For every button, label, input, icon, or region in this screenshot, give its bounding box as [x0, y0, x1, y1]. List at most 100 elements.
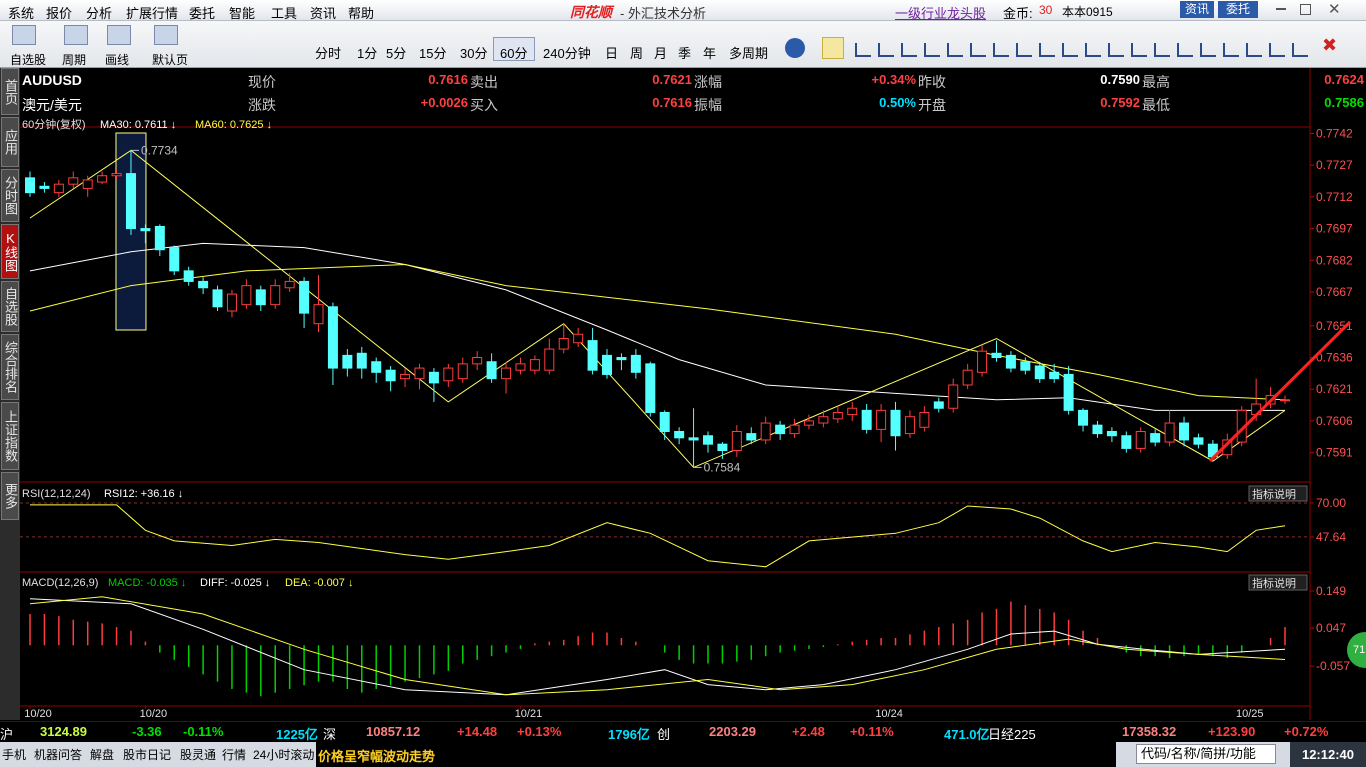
draw-tool-icon[interactable]: [924, 43, 940, 57]
draw-tool-icon[interactable]: [947, 43, 963, 57]
minimize-button[interactable]: [1276, 8, 1286, 10]
quote-label: 涨幅: [694, 74, 722, 90]
draw-tool-icon[interactable]: [1062, 43, 1078, 57]
draw-tool-icon[interactable]: [1016, 43, 1032, 57]
candle-body: [962, 369, 973, 386]
status-tab[interactable]: 24小时滚动: [253, 748, 315, 762]
period-button[interactable]: 30分: [460, 46, 488, 61]
tool-label[interactable]: 自选股: [10, 53, 47, 67]
menu-item[interactable]: 委托: [189, 6, 216, 21]
candle-body: [991, 352, 1002, 359]
candle-body: [789, 424, 800, 435]
period-button[interactable]: 月: [654, 46, 668, 61]
news-button[interactable]: 资讯: [1180, 1, 1214, 18]
tool-label[interactable]: 画线: [105, 53, 130, 67]
status-tab[interactable]: 股灵通: [180, 748, 217, 762]
menu-item[interactable]: 系统: [8, 6, 35, 21]
index-item: +0.13%: [517, 724, 562, 739]
y-tick-label: 0.7697: [1316, 222, 1353, 236]
draw-tool-icon[interactable]: [1246, 43, 1262, 57]
trade-button[interactable]: 委托: [1218, 1, 1258, 18]
draw-tool-icon[interactable]: [855, 43, 871, 57]
status-tab[interactable]: 行情: [222, 748, 247, 762]
candle-body: [717, 443, 728, 452]
user-name[interactable]: 本本0915: [1062, 5, 1113, 19]
delete-tool[interactable]: ✖: [1322, 35, 1338, 55]
tool-icon[interactable]: [64, 25, 88, 45]
period-button[interactable]: 分时: [315, 46, 342, 61]
menu-item[interactable]: 智能: [229, 6, 256, 21]
sidebar-tab[interactable]: 更多: [1, 472, 19, 520]
close-button[interactable]: ✕: [1328, 1, 1341, 18]
symbol: AUDUSD: [22, 72, 82, 88]
logo: 同花顺: [570, 4, 612, 20]
menu-item[interactable]: 帮助: [348, 6, 375, 21]
index-item: 日经225: [988, 727, 1036, 742]
draw-tool-icon[interactable]: [1154, 43, 1170, 57]
y-tick-label: 0.7742: [1316, 126, 1353, 140]
period-button[interactable]: 5分: [386, 46, 407, 61]
menu-item[interactable]: 工具: [271, 6, 298, 21]
draw-tool-icon[interactable]: [1292, 43, 1308, 57]
draw-tool-icon[interactable]: [1269, 43, 1285, 57]
index-item: +14.48: [457, 724, 498, 739]
quote-value: 0.7624: [1324, 72, 1364, 87]
menu-item[interactable]: 报价: [46, 6, 73, 21]
sidebar-tab[interactable]: 首页: [1, 68, 19, 115]
cursor-tool[interactable]: [822, 37, 844, 59]
sidebar-tab[interactable]: K线图: [1, 224, 19, 279]
sidebar-tab[interactable]: 自选股: [1, 281, 19, 332]
tool-icon[interactable]: [12, 25, 36, 45]
draw-tool-icon[interactable]: [993, 43, 1009, 57]
settings-icon[interactable]: [785, 38, 805, 58]
sidebar-tab[interactable]: 分时图: [1, 169, 19, 222]
period-button[interactable]: 周: [630, 46, 644, 61]
sidebar-tab[interactable]: 上证指数: [1, 402, 19, 470]
period-button[interactable]: 1分: [357, 46, 378, 61]
tool-label[interactable]: 周期: [62, 53, 87, 67]
candle-body: [702, 435, 713, 445]
menu-item[interactable]: 扩展行情: [126, 6, 179, 21]
period-button[interactable]: 年: [703, 46, 717, 61]
candle-body: [39, 185, 50, 189]
status-tab[interactable]: 股市日记: [123, 748, 172, 762]
status-tab[interactable]: 机器问答: [34, 748, 83, 762]
menu-item[interactable]: 分析: [86, 6, 113, 21]
menu-item[interactable]: 资讯: [310, 6, 337, 21]
sidebar-tab[interactable]: 综合排名: [1, 334, 19, 400]
draw-tool-icon[interactable]: [970, 43, 986, 57]
indicator-button[interactable]: 指标说明: [1252, 576, 1296, 590]
draw-tool-icon[interactable]: [1131, 43, 1147, 57]
period-button[interactable]: 240分钟: [543, 46, 591, 61]
status-tab[interactable]: 手机: [2, 748, 27, 762]
period-button[interactable]: 多周期: [729, 46, 769, 61]
quote-value: +0.0026: [420, 95, 468, 110]
draw-tool-icon[interactable]: [878, 43, 894, 57]
y-tick-label: 0.047: [1316, 621, 1346, 635]
draw-tool-icon[interactable]: [1223, 43, 1239, 57]
promo-link[interactable]: 一级行业龙头股: [895, 6, 987, 21]
status-tab[interactable]: 解盘: [90, 748, 115, 762]
tool-icon[interactable]: [154, 25, 178, 45]
draw-tool-icon[interactable]: [1039, 43, 1055, 57]
news-ticker[interactable]: 价格呈窄幅波动走势: [318, 749, 436, 764]
indicator-button[interactable]: 指标说明: [1252, 487, 1296, 501]
period-button[interactable]: 季: [678, 46, 692, 61]
draw-tool-icon[interactable]: [1200, 43, 1216, 57]
sidebar-tab[interactable]: 应用: [1, 117, 19, 167]
index-item: 沪: [0, 727, 14, 742]
period-button[interactable]: 60分: [500, 46, 528, 61]
draw-tool-icon[interactable]: [1108, 43, 1124, 57]
side-widget[interactable]: 71: [1347, 632, 1366, 668]
search-box[interactable]: 代码/名称/简拼/功能: [1136, 744, 1276, 764]
draw-tool-icon[interactable]: [1085, 43, 1101, 57]
tool-label[interactable]: 默认页: [152, 53, 189, 67]
index-item: 3124.89: [40, 724, 87, 739]
period-button[interactable]: 15分: [419, 46, 447, 61]
candle-body: [342, 354, 353, 369]
period-button[interactable]: 日: [605, 46, 619, 61]
draw-tool-icon[interactable]: [1177, 43, 1193, 57]
maximize-button[interactable]: [1300, 4, 1311, 15]
draw-tool-icon[interactable]: [901, 43, 917, 57]
tool-icon[interactable]: [107, 25, 131, 45]
